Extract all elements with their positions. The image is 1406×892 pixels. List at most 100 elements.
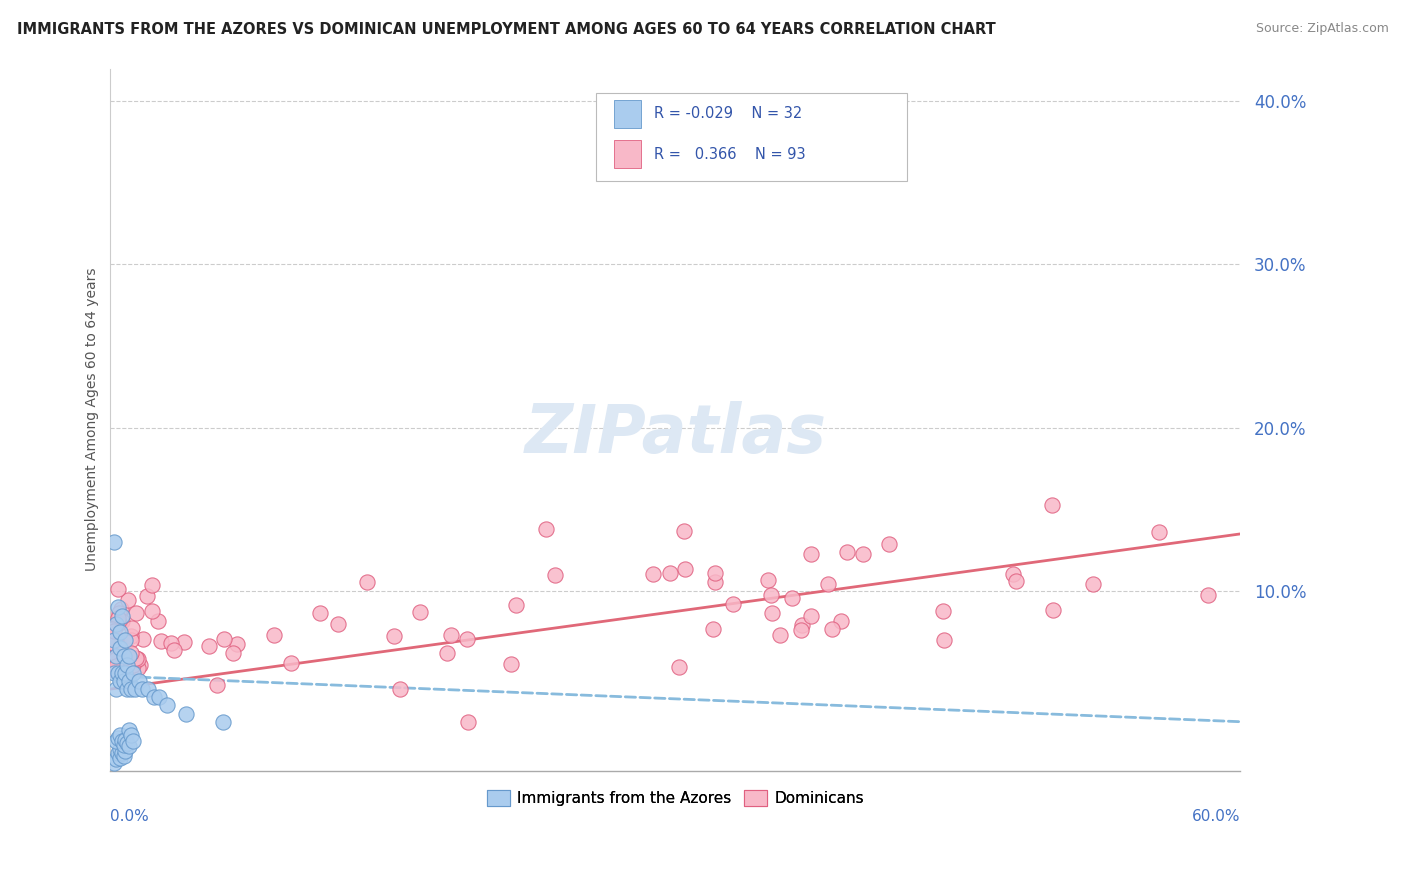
Legend: Immigrants from the Azores, Dominicans: Immigrants from the Azores, Dominicans: [481, 784, 870, 813]
Point: [721, 597, 744, 611]
Point: [534, 522, 557, 536]
Point: [108, 728, 131, 742]
Point: [105, 651, 128, 665]
Point: [103, 633, 125, 648]
Point: [1040, 499, 1063, 513]
Point: [668, 659, 690, 673]
Text: ZIPatlas: ZIPatlas: [524, 401, 827, 467]
Point: [101, 636, 124, 650]
Point: [118, 723, 141, 737]
Text: R = -0.029    N = 32: R = -0.029 N = 32: [654, 106, 801, 121]
Point: [505, 598, 527, 612]
Point: [544, 568, 567, 582]
Y-axis label: Unemployment Among Ages 60 to 64 years: Unemployment Among Ages 60 to 64 years: [86, 268, 100, 572]
FancyBboxPatch shape: [596, 93, 907, 181]
Point: [105, 658, 128, 673]
Point: [105, 734, 128, 748]
Point: [226, 637, 249, 651]
Point: [440, 628, 463, 642]
Point: [101, 654, 124, 668]
Point: [673, 524, 696, 539]
Point: [436, 646, 458, 660]
Point: [105, 752, 128, 766]
Point: [148, 614, 170, 628]
Point: [107, 731, 129, 745]
Point: [120, 728, 142, 742]
Point: [456, 632, 478, 647]
Point: [174, 706, 197, 721]
Point: [1149, 524, 1171, 539]
Point: [111, 608, 134, 623]
Point: [114, 744, 136, 758]
Point: [756, 574, 779, 588]
Point: [118, 673, 141, 688]
Point: [112, 738, 135, 752]
Point: [103, 665, 125, 680]
FancyBboxPatch shape: [614, 100, 641, 128]
Point: [761, 606, 783, 620]
Point: [141, 604, 163, 618]
Point: [118, 739, 141, 754]
Point: [105, 616, 128, 631]
Point: [108, 624, 131, 639]
FancyBboxPatch shape: [614, 140, 641, 169]
Point: [830, 614, 852, 628]
Point: [101, 622, 124, 636]
Text: Source: ZipAtlas.com: Source: ZipAtlas.com: [1256, 22, 1389, 36]
Point: [702, 622, 724, 636]
Point: [1004, 574, 1026, 588]
Point: [107, 616, 129, 631]
Point: [103, 624, 125, 638]
Point: [120, 646, 142, 660]
Point: [125, 651, 148, 665]
Point: [457, 714, 479, 729]
Point: [852, 547, 875, 561]
Point: [222, 646, 245, 660]
Point: [108, 654, 131, 668]
Point: [932, 603, 955, 617]
Point: [112, 651, 135, 665]
Point: [111, 665, 134, 680]
Point: [136, 681, 159, 696]
Point: [112, 749, 135, 764]
Point: [207, 677, 229, 691]
Point: [837, 545, 859, 559]
Point: [111, 614, 134, 628]
Point: [817, 577, 839, 591]
Point: [409, 605, 432, 619]
Point: [120, 681, 142, 696]
Point: [156, 698, 179, 713]
Point: [107, 746, 129, 760]
Point: [761, 588, 783, 602]
Point: [105, 664, 128, 678]
Point: [127, 661, 149, 675]
Text: 0.0%: 0.0%: [111, 809, 149, 824]
Point: [658, 566, 681, 580]
Point: [800, 547, 823, 561]
Point: [107, 611, 129, 625]
Point: [117, 736, 139, 750]
Text: 60.0%: 60.0%: [1192, 809, 1240, 824]
Point: [122, 665, 145, 680]
Point: [132, 632, 155, 646]
Point: [114, 732, 136, 747]
Point: [789, 623, 811, 637]
Point: [280, 656, 302, 670]
Point: [114, 665, 136, 680]
Point: [389, 682, 412, 697]
Text: IMMIGRANTS FROM THE AZORES VS DOMINICAN UNEMPLOYMENT AMONG AGES 60 TO 64 YEARS C: IMMIGRANTS FROM THE AZORES VS DOMINICAN …: [17, 22, 995, 37]
Point: [108, 641, 131, 656]
Point: [136, 589, 159, 603]
Point: [641, 567, 664, 582]
Point: [148, 690, 170, 705]
Point: [198, 639, 221, 653]
Point: [107, 582, 129, 597]
Point: [382, 629, 405, 643]
Point: [112, 673, 135, 688]
Point: [114, 633, 136, 648]
Point: [163, 643, 186, 657]
Point: [120, 633, 142, 648]
Point: [326, 616, 349, 631]
Point: [118, 649, 141, 664]
Point: [501, 657, 523, 671]
